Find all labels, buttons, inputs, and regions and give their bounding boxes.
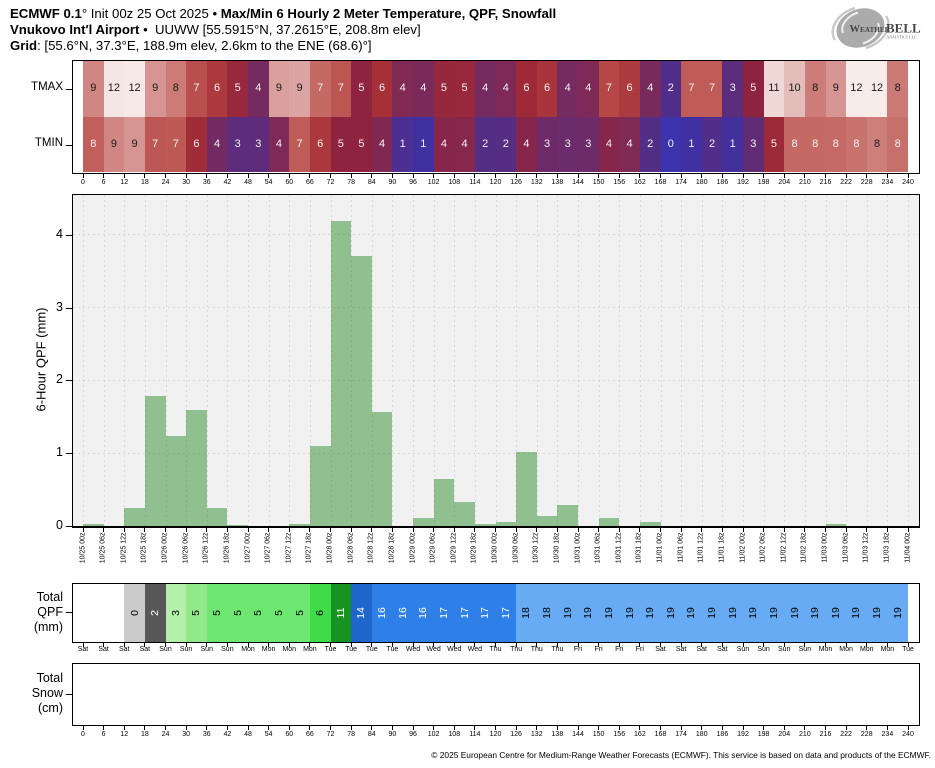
svg-text:WEATHER: WEATHER [850, 24, 891, 35]
svg-text:ANALYTICS LLC: ANALYTICS LLC [886, 35, 917, 40]
svg-text:BELL: BELL [886, 21, 921, 36]
